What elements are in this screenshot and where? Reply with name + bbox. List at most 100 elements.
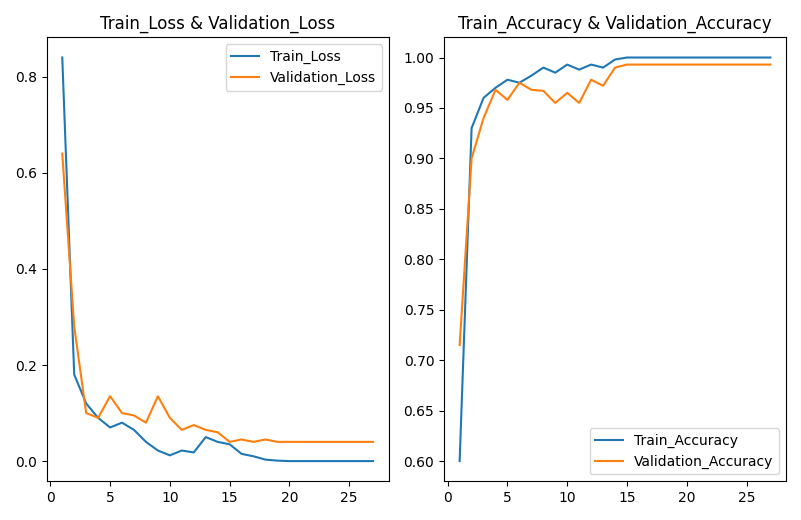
Validation_Loss [153,393,163,399]
Validation_Loss [284,439,294,445]
Validation_Accuracy [670,61,679,68]
Validation_Accuracy [766,61,775,68]
Train_Accuracy [503,76,513,83]
Train_Accuracy [586,61,596,68]
Train_Accuracy [550,70,560,76]
Validation_Accuracy [574,100,584,106]
Train_Accuracy [467,125,477,131]
Train_Loss [272,458,282,464]
Validation_Loss [296,439,306,445]
Title: Train_Accuracy & Validation_Accuracy: Train_Accuracy & Validation_Accuracy [458,15,772,33]
Train_Accuracy [455,458,465,464]
Train_Accuracy [491,85,501,91]
Validation_Loss [332,439,342,445]
Train_Accuracy [526,73,536,79]
Train_Loss [308,458,318,464]
Validation_Accuracy [730,61,739,68]
Validation_Accuracy [694,61,703,68]
Train_Loss [189,449,199,456]
Train_Accuracy [742,55,751,61]
Validation_Accuracy [550,100,560,106]
Validation_Accuracy [491,87,501,93]
Validation_Accuracy [455,342,465,348]
Validation_Loss [165,415,175,421]
Line: Train_Loss: Train_Loss [62,58,373,461]
Validation_Accuracy [467,155,477,162]
Train_Loss [296,458,306,464]
Train_Loss [260,457,270,463]
Validation_Accuracy [503,97,513,103]
Line: Train_Accuracy: Train_Accuracy [460,58,771,461]
Validation_Accuracy [682,61,691,68]
Validation_Loss [237,436,247,443]
Train_Accuracy [574,67,584,73]
Validation_Loss [189,422,199,428]
Validation_Accuracy [634,61,644,68]
Validation_Accuracy [562,90,572,96]
Train_Accuracy [634,55,644,61]
Validation_Loss [356,439,366,445]
Validation_Accuracy [586,76,596,83]
Train_Loss [177,447,187,453]
Validation_Loss [82,410,91,416]
Validation_Loss [225,439,235,445]
Train_Loss [368,458,378,464]
Validation_Accuracy [754,61,763,68]
Title: Train_Loss & Validation_Loss: Train_Loss & Validation_Loss [100,15,336,33]
Validation_Accuracy [646,61,656,68]
Train_Loss [105,424,115,431]
Train_Accuracy [514,80,524,86]
Train_Accuracy [766,55,775,61]
Validation_Loss [308,439,318,445]
Validation_Accuracy [706,61,715,68]
Validation_Loss [201,427,211,433]
Train_Accuracy [622,55,632,61]
Validation_Accuracy [610,64,620,71]
Train_Loss [153,447,163,453]
Train_Loss [70,371,79,378]
Train_Loss [58,55,67,61]
Validation_Loss [70,323,79,330]
Train_Accuracy [682,55,691,61]
Train_Loss [117,420,127,426]
Train_Accuracy [598,64,608,71]
Validation_Loss [260,436,270,443]
Validation_Loss [368,439,378,445]
Validation_Loss [105,393,115,399]
Train_Loss [356,458,366,464]
Line: Validation_Loss: Validation_Loss [62,153,373,442]
Validation_Accuracy [742,61,751,68]
Validation_Loss [177,427,187,433]
Validation_Loss [94,415,103,421]
Train_Loss [320,458,330,464]
Train_Loss [129,427,139,433]
Validation_Accuracy [718,61,727,68]
Train_Accuracy [658,55,668,61]
Train_Accuracy [610,56,620,62]
Validation_Accuracy [622,61,632,68]
Legend: Train_Loss, Validation_Loss: Train_Loss, Validation_Loss [226,44,382,90]
Validation_Loss [344,439,354,445]
Validation_Accuracy [526,87,536,93]
Train_Accuracy [754,55,763,61]
Line: Validation_Accuracy: Validation_Accuracy [460,64,771,345]
Validation_Accuracy [479,115,489,121]
Train_Loss [141,439,151,445]
Train_Accuracy [670,55,679,61]
Train_Accuracy [730,55,739,61]
Validation_Loss [58,150,67,157]
Train_Accuracy [694,55,703,61]
Validation_Loss [320,439,330,445]
Train_Loss [284,458,294,464]
Train_Loss [237,451,247,457]
Train_Loss [225,441,235,447]
Train_Loss [82,400,91,407]
Validation_Loss [129,412,139,419]
Train_Accuracy [718,55,727,61]
Train_Accuracy [538,64,548,71]
Train_Accuracy [562,61,572,68]
Validation_Accuracy [598,83,608,89]
Validation_Loss [141,420,151,426]
Validation_Accuracy [514,80,524,86]
Train_Accuracy [706,55,715,61]
